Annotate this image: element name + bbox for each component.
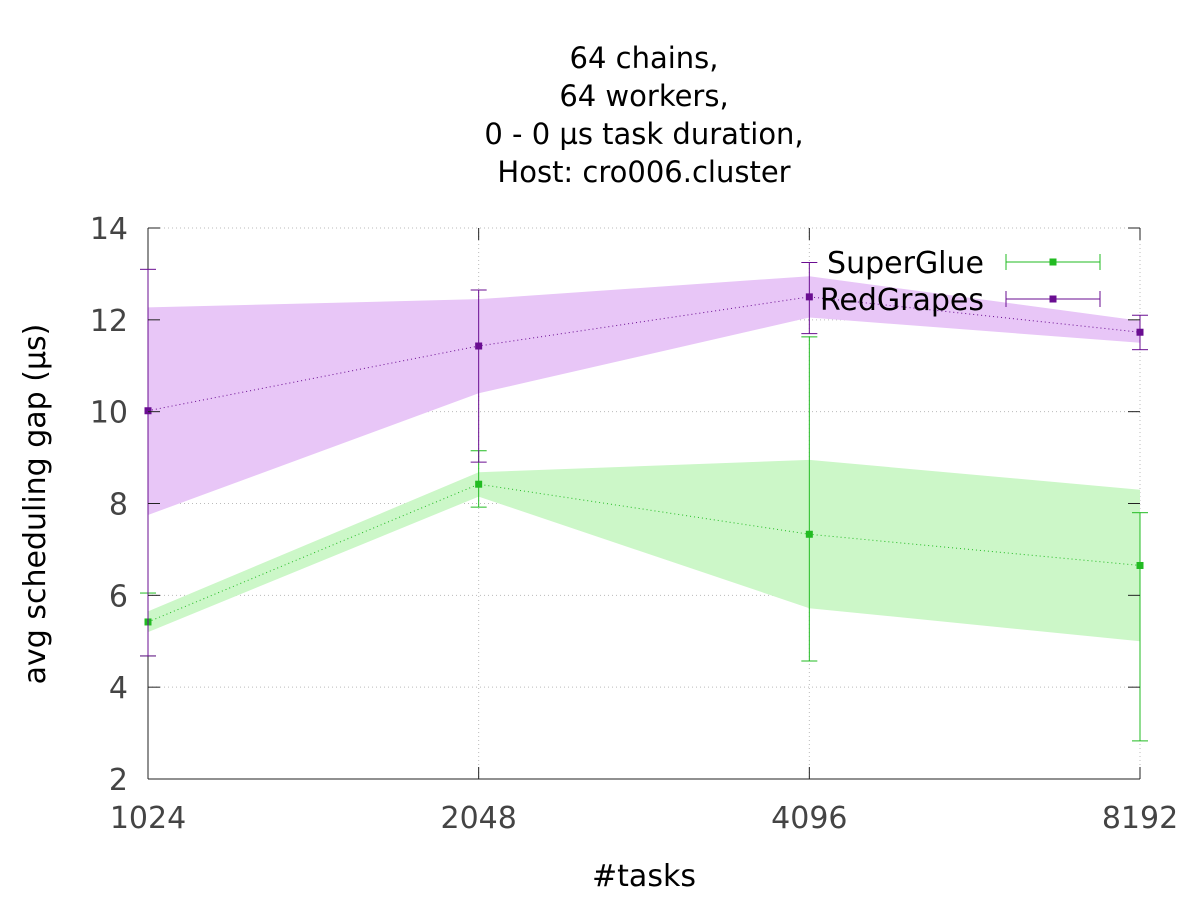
y-tick-label: 12 [90, 304, 128, 339]
chart-title: 64 chains, 64 workers, 0 - 0 µs task durat… [484, 41, 803, 189]
bands [148, 276, 1140, 642]
point-superglue [1136, 561, 1144, 569]
legend-marker-redgrapes [1049, 295, 1057, 303]
x-tick-label: 8192 [1102, 801, 1178, 836]
point-redgrapes [475, 342, 483, 350]
band-redgrapes [148, 276, 1140, 515]
y-tick-label: 4 [109, 671, 128, 706]
point-redgrapes [1136, 328, 1144, 336]
legend-label-superglue: SuperGlue [827, 246, 984, 281]
chart-title-line: 64 chains, [570, 41, 719, 75]
x-tick-label: 1024 [110, 801, 186, 836]
x-axis-label: #tasks [592, 859, 696, 894]
series [140, 261, 1148, 742]
y-tick-label: 14 [90, 212, 128, 247]
y-tick-label: 2 [109, 763, 128, 798]
line-redgrapes [147, 296, 1141, 412]
point-redgrapes [144, 407, 152, 415]
legend-marker-superglue [1049, 258, 1057, 266]
y-tick-label: 10 [90, 396, 128, 431]
chart-title-line: 64 workers, [559, 79, 728, 113]
point-superglue [805, 530, 813, 538]
ticks: 2 4 6 8 10 12 14 1024 2048 4096 8192 [90, 212, 1178, 836]
point-redgrapes [805, 293, 813, 301]
x-tick-label: 4096 [771, 801, 847, 836]
y-tick-label: 8 [109, 488, 128, 523]
legend-label-redgrapes: RedGrapes [820, 283, 984, 318]
y-axis-label: avg scheduling gap (µs) [18, 324, 53, 685]
y-tick-label: 6 [109, 579, 128, 614]
chart-title-line: 0 - 0 µs task duration, [484, 117, 803, 151]
band-superglue [148, 459, 1140, 642]
chart-title-line: Host: cro006.cluster [497, 155, 790, 189]
x-tick-label: 2048 [440, 801, 516, 836]
point-superglue [475, 480, 483, 488]
